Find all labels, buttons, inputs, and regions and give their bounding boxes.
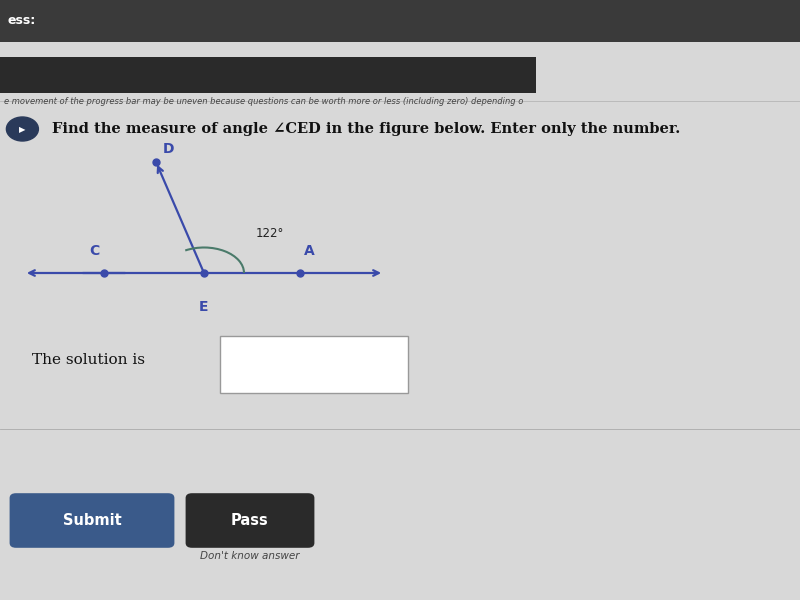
Text: D: D: [162, 142, 174, 156]
Text: A: A: [304, 244, 314, 258]
Text: Find the measure of angle ∠CED in the figure below. Enter only the number.: Find the measure of angle ∠CED in the fi…: [52, 122, 680, 136]
Text: Submit: Submit: [62, 513, 122, 528]
Bar: [220, 336, 408, 393]
Text: Don't know answer: Don't know answer: [200, 551, 300, 561]
Bar: [0, 0, 800, 42]
Text: The solution is: The solution is: [32, 353, 145, 367]
Text: ess:: ess:: [8, 14, 36, 28]
FancyBboxPatch shape: [10, 493, 174, 548]
FancyBboxPatch shape: [186, 493, 314, 548]
Bar: [0, 57, 536, 93]
Text: ▶: ▶: [19, 125, 26, 134]
Text: 122°: 122°: [256, 227, 284, 240]
Text: C: C: [90, 244, 100, 258]
Text: e movement of the progress bar may be uneven because questions can be worth more: e movement of the progress bar may be un…: [4, 97, 523, 106]
Text: E: E: [199, 300, 209, 314]
Circle shape: [6, 117, 38, 141]
Text: Pass: Pass: [231, 513, 269, 528]
